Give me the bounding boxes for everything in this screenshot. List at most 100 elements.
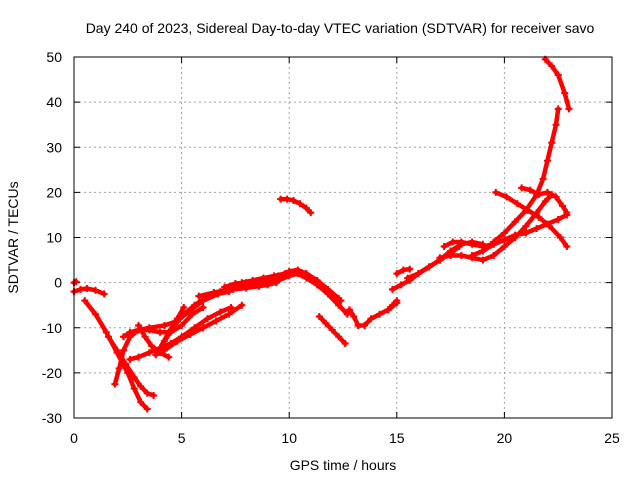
data-point — [500, 229, 508, 237]
data-point — [554, 215, 562, 223]
data-point — [548, 62, 556, 70]
series-arc-27 — [518, 184, 571, 217]
data-point — [522, 222, 530, 230]
series-arc-02 — [70, 278, 80, 287]
data-point — [292, 267, 300, 275]
y-tick-label: -20 — [42, 365, 62, 381]
data-point — [216, 308, 224, 316]
data-point — [180, 303, 188, 311]
data-point — [526, 186, 534, 194]
data-point — [130, 373, 138, 381]
data-point — [111, 380, 119, 388]
data-point — [490, 238, 498, 246]
data-point — [283, 195, 291, 203]
data-point — [238, 301, 246, 309]
x-tick-label: 5 — [178, 430, 186, 446]
data-point — [354, 321, 362, 329]
data-point — [563, 209, 571, 217]
data-point — [518, 184, 526, 192]
data-point — [302, 270, 310, 278]
data-point — [188, 310, 196, 318]
series-arc-18 — [384, 297, 401, 314]
data-point — [150, 391, 158, 399]
y-tick-label: -30 — [42, 410, 62, 426]
data-point — [563, 243, 571, 251]
x-tick-label: 10 — [281, 430, 297, 446]
y-tick-label: 20 — [46, 184, 62, 200]
data-point — [76, 285, 84, 293]
series-arc-14 — [238, 267, 343, 302]
data-point — [102, 328, 110, 336]
data-point — [296, 200, 304, 208]
data-point — [328, 326, 336, 334]
data-point — [281, 270, 289, 278]
data-point — [147, 342, 155, 350]
data-point — [561, 89, 569, 97]
data-point — [315, 312, 323, 320]
data-point — [492, 188, 500, 196]
data-point — [541, 197, 549, 205]
data-point — [397, 281, 405, 289]
data-point — [361, 321, 369, 329]
series-arc-10 — [156, 303, 188, 352]
series-arc-15 — [277, 195, 315, 217]
data-point — [290, 196, 298, 204]
data-point — [554, 105, 562, 113]
data-point — [156, 328, 164, 336]
data-point — [199, 324, 207, 332]
data-point — [156, 344, 164, 352]
data-series — [70, 55, 573, 413]
data-point — [457, 238, 465, 246]
data-point — [533, 224, 541, 232]
data-point — [335, 294, 343, 302]
data-point — [160, 346, 168, 354]
data-point — [479, 247, 487, 255]
data-point — [457, 252, 465, 260]
data-point — [447, 252, 455, 260]
data-point — [270, 272, 278, 280]
data-point — [535, 213, 543, 221]
data-point — [543, 188, 551, 196]
data-point — [552, 121, 560, 129]
data-point — [238, 279, 246, 287]
data-point — [173, 315, 181, 323]
data-point — [119, 333, 127, 341]
data-point — [143, 389, 151, 397]
data-point — [500, 236, 508, 244]
data-point — [546, 222, 554, 230]
data-point — [302, 204, 310, 212]
data-point — [343, 310, 351, 318]
data-point — [225, 310, 233, 318]
data-point — [130, 385, 138, 393]
series-arc-11 — [160, 301, 246, 354]
y-tick-label: 50 — [46, 49, 62, 65]
data-point — [535, 191, 543, 199]
data-point — [414, 270, 422, 278]
series-trace — [157, 305, 187, 351]
data-point — [559, 202, 567, 210]
data-point — [513, 200, 521, 208]
data-point — [195, 292, 203, 300]
x-tick-label: 15 — [389, 430, 405, 446]
data-point — [178, 321, 186, 329]
data-point — [350, 312, 358, 320]
data-point — [210, 289, 218, 297]
y-tick-label: 30 — [46, 139, 62, 155]
data-point — [313, 276, 321, 284]
tick-labels: 0 5 10 15 20 25 -30 -20 -10 0 10 20 30 40 50 — [42, 49, 620, 446]
data-point — [449, 238, 457, 246]
data-point — [81, 297, 89, 305]
data-point — [137, 398, 145, 406]
y-tick-label: 10 — [46, 230, 62, 246]
data-point — [227, 303, 235, 311]
series-arc-01 — [70, 284, 108, 298]
x-tick-label: 25 — [604, 430, 620, 446]
data-point — [145, 326, 153, 334]
data-point — [511, 231, 519, 239]
grid — [74, 57, 612, 418]
data-point — [141, 333, 149, 341]
y-tick-label: -10 — [42, 320, 62, 336]
data-point — [277, 195, 285, 203]
data-point — [425, 263, 433, 271]
data-point — [500, 243, 508, 251]
